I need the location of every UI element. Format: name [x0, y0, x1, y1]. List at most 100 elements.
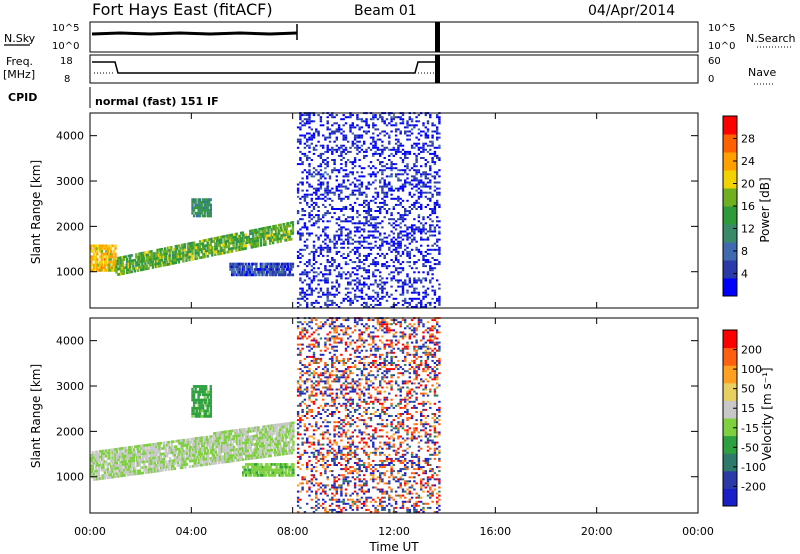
power-cell [215, 247, 219, 251]
velocity-cell [249, 474, 252, 477]
power-cell [415, 246, 418, 249]
power-cell [344, 206, 348, 208]
velocity-cell [270, 435, 274, 438]
velocity-cell [112, 456, 116, 460]
power-cell [230, 265, 234, 269]
velocity-cell [100, 458, 103, 461]
velocity-cell [277, 439, 280, 443]
velocity-cell [144, 468, 148, 472]
velocity-cell [317, 411, 320, 413]
power-cell [238, 270, 241, 274]
power-cell [326, 248, 329, 251]
velocity-cell [188, 465, 192, 468]
velocity-cell [248, 468, 251, 472]
power-cell [303, 195, 307, 198]
velocity-cell [169, 451, 172, 455]
power-cell [417, 128, 421, 131]
velocity-cell [108, 457, 111, 460]
power-cell [390, 271, 393, 274]
power-cell [431, 273, 434, 276]
power-cell [363, 301, 366, 304]
velocity-cell [105, 452, 108, 455]
velocity-cell [143, 446, 146, 450]
velocity-cell [249, 440, 252, 444]
velocity-cell [239, 436, 242, 440]
velocity-cell [270, 440, 274, 444]
power-cell [356, 216, 359, 219]
power-cell [246, 265, 249, 269]
velocity-cell [273, 471, 277, 474]
power-cell [138, 255, 141, 258]
power-cell [360, 167, 364, 170]
velocity-cell [240, 436, 243, 440]
velocity-cell [185, 438, 189, 442]
power-cell [392, 232, 395, 235]
velocity-cell [202, 393, 205, 396]
power-cell [208, 198, 211, 201]
velocity-cell [315, 415, 318, 417]
power-cell [356, 228, 359, 231]
power-cell [431, 248, 434, 251]
power-cell [351, 261, 354, 264]
velocity-cell [158, 453, 161, 456]
power-cell [253, 237, 257, 240]
velocity-cell [310, 321, 313, 324]
velocity-cell [239, 450, 242, 454]
velocity-cell [115, 461, 119, 465]
power-cell [424, 232, 427, 235]
power-cell [392, 146, 395, 149]
power-cell [363, 267, 366, 270]
velocity-cell [301, 331, 304, 334]
power-cell [303, 193, 307, 196]
velocity-cell [193, 442, 196, 446]
velocity-cell [275, 426, 278, 430]
power-cell [322, 193, 325, 196]
power-cell [249, 229, 252, 233]
power-cell [413, 224, 416, 227]
power-cell [340, 275, 343, 278]
velocity-cell [176, 439, 179, 443]
power-cell [369, 248, 373, 251]
power-cell [267, 234, 270, 237]
velocity-cell [149, 457, 152, 460]
power-cell [379, 161, 382, 164]
power-cell [390, 306, 393, 308]
velocity-cell [290, 432, 293, 436]
power-cell [353, 226, 357, 229]
power-cell [326, 287, 329, 290]
power-cell [171, 256, 174, 260]
power-cell [397, 236, 400, 239]
power-cell [369, 283, 373, 286]
velocity-cell [273, 474, 277, 477]
power-cell [436, 199, 439, 202]
power-cell [296, 230, 300, 233]
power-cell [180, 252, 184, 255]
velocity-cell [292, 468, 295, 472]
power-cell [426, 261, 430, 264]
velocity-cell [100, 455, 103, 458]
power-cell [426, 181, 430, 184]
power-cell [360, 222, 364, 225]
power-cell [102, 244, 105, 248]
power-cell [426, 150, 430, 153]
velocity-cell [216, 437, 219, 440]
power-cell [388, 142, 391, 145]
velocity-cell [275, 442, 278, 446]
power-cell [438, 263, 441, 266]
velocity-cell [169, 446, 172, 449]
power-cell [358, 165, 361, 168]
power-cell [226, 240, 229, 243]
velocity-cell [198, 409, 202, 413]
power-cell [394, 163, 398, 166]
velocity-cell [315, 449, 318, 452]
velocity-cell [308, 378, 311, 381]
velocity-cell [210, 457, 213, 460]
power-cell [417, 220, 421, 223]
velocity-cell [152, 462, 155, 465]
power-cell [376, 138, 380, 141]
velocity-cell [152, 456, 155, 460]
velocity-cell [102, 463, 105, 466]
power-cell [340, 163, 343, 166]
power-cell [147, 258, 150, 262]
power-cell [306, 244, 309, 247]
